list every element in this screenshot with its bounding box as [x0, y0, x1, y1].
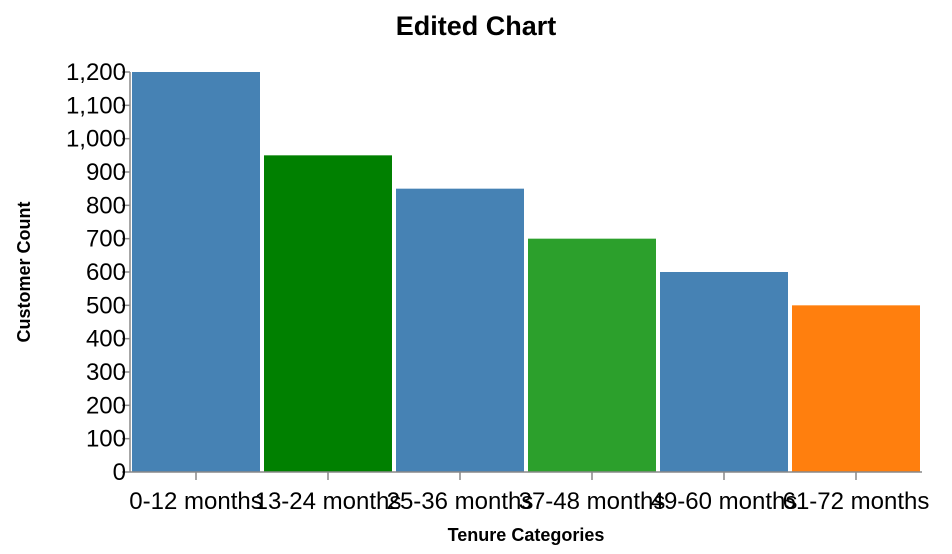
bar-25-36-months — [396, 188, 524, 472]
bar-13-24-months — [264, 155, 392, 473]
bar-49-60-months — [660, 272, 788, 472]
bar-37-48-months — [528, 238, 656, 472]
y-tick-label: 400 — [86, 326, 126, 353]
y-tick-label: 0 — [113, 459, 126, 486]
y-tick-label: 600 — [86, 259, 126, 286]
x-tick-label: 0-12 months — [129, 488, 262, 515]
y-tick-label: 900 — [86, 159, 126, 186]
y-axis-title: Customer Count — [14, 202, 34, 343]
bar-0-12-months — [132, 72, 260, 472]
y-tick-label: 1,100 — [66, 92, 126, 119]
x-axis-title: Tenure Categories — [448, 525, 605, 545]
bar-61-72-months — [792, 305, 920, 472]
x-tick-label: 61-72 months — [783, 488, 930, 515]
x-tick-label: 13-24 months — [255, 488, 402, 515]
x-tick-label: 49-60 months — [651, 488, 798, 515]
y-tick-label: 300 — [86, 359, 126, 386]
x-tick-label: 37-48 months — [519, 488, 666, 515]
y-tick-label: 500 — [86, 292, 126, 319]
y-tick-label: 1,200 — [66, 59, 126, 86]
y-tick-label: 800 — [86, 192, 126, 219]
y-tick-label: 700 — [86, 226, 126, 253]
y-axis: 0 100 200 300 400 500 600 700 800 900 1,000 1,100 1,… — [66, 59, 131, 486]
y-tick-label: 200 — [86, 392, 126, 419]
x-tick-label: 25-36 months — [387, 488, 534, 515]
y-tick-label: 100 — [86, 426, 126, 453]
bars-group — [132, 72, 920, 473]
y-tick-label: 1,000 — [66, 126, 126, 153]
chart-title: Edited Chart — [396, 11, 557, 41]
